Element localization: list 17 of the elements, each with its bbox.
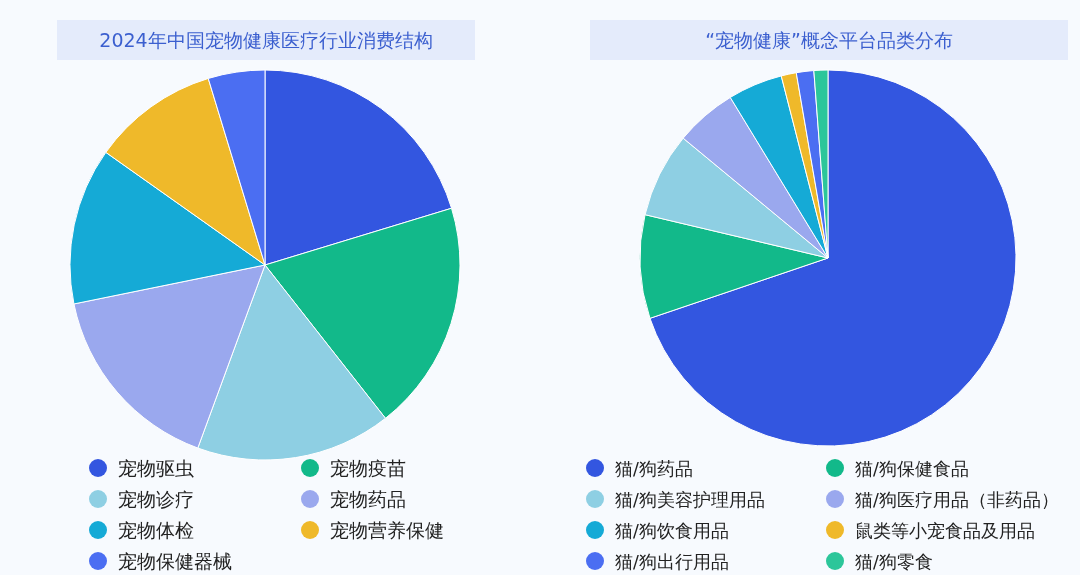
legend-label: 鼠类等小宠食品及用品 xyxy=(855,521,1035,541)
legend-label: 宠物营养保健 xyxy=(330,519,444,541)
legend-label: 宠物体检 xyxy=(118,519,194,541)
legend-label: 猫/狗美容护理用品 xyxy=(615,490,765,510)
legend-label: 猫/狗饮食用品 xyxy=(615,521,729,541)
legend-label: 猫/狗出行用品 xyxy=(615,552,729,572)
legend-label: 宠物药品 xyxy=(330,488,406,510)
legend-label: 猫/狗保健食品 xyxy=(855,459,969,479)
legend-label: 猫/狗医疗用品（非药品） xyxy=(855,490,1059,510)
legend-label: 宠物驱虫 xyxy=(118,457,194,479)
chart-title: 2024年中国宠物健康医疗行业消费结构 xyxy=(99,29,433,51)
legend-label: 宠物疫苗 xyxy=(330,457,406,479)
legend-label: 宠物保健器械 xyxy=(118,550,232,572)
legend-label: 宠物诊疗 xyxy=(118,488,194,510)
chart-title: “宠物健康”概念平台品类分布 xyxy=(705,29,953,51)
legend-label: 猫/狗零食 xyxy=(855,552,933,572)
legend-label: 猫/狗药品 xyxy=(615,459,693,479)
